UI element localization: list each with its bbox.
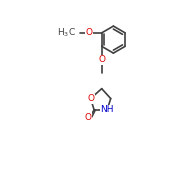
Text: O: O <box>85 28 92 37</box>
Text: O: O <box>98 55 105 64</box>
Text: NH: NH <box>100 105 114 114</box>
Text: H$_3$C: H$_3$C <box>57 27 76 39</box>
Text: O: O <box>87 94 94 103</box>
Text: O: O <box>84 113 91 122</box>
